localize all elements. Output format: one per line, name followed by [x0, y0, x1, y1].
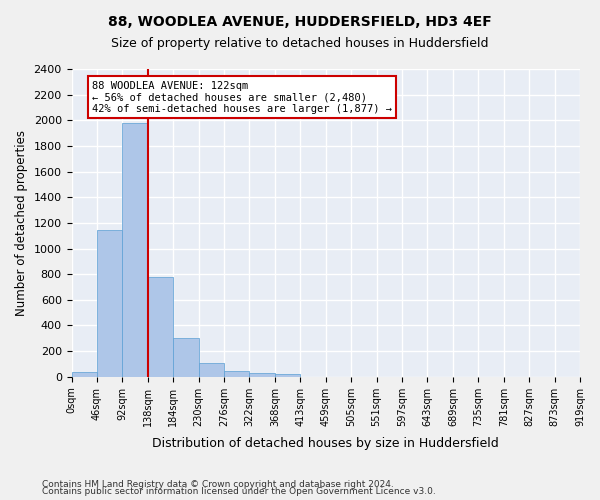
Bar: [122, 123, 148, 377]
Text: 88, WOODLEA AVENUE, HUDDERSFIELD, HD3 4EF: 88, WOODLEA AVENUE, HUDDERSFIELD, HD3 4E…: [108, 15, 492, 29]
Bar: [148, 277, 173, 377]
Bar: [275, 374, 301, 377]
Text: 88 WOODLEA AVENUE: 122sqm
← 56% of detached houses are smaller (2,480)
42% of se: 88 WOODLEA AVENUE: 122sqm ← 56% of detac…: [92, 80, 392, 114]
Bar: [173, 338, 199, 377]
X-axis label: Distribution of detached houses by size in Huddersfield: Distribution of detached houses by size …: [152, 437, 499, 450]
Bar: [224, 371, 250, 377]
Bar: [97, 230, 122, 377]
Y-axis label: Number of detached properties: Number of detached properties: [15, 130, 28, 316]
Text: Contains HM Land Registry data © Crown copyright and database right 2024.: Contains HM Land Registry data © Crown c…: [42, 480, 394, 489]
Text: Contains public sector information licensed under the Open Government Licence v3: Contains public sector information licen…: [42, 488, 436, 496]
Bar: [250, 373, 275, 377]
Text: Size of property relative to detached houses in Huddersfield: Size of property relative to detached ho…: [111, 38, 489, 51]
Bar: [199, 364, 224, 377]
Bar: [71, 372, 97, 377]
